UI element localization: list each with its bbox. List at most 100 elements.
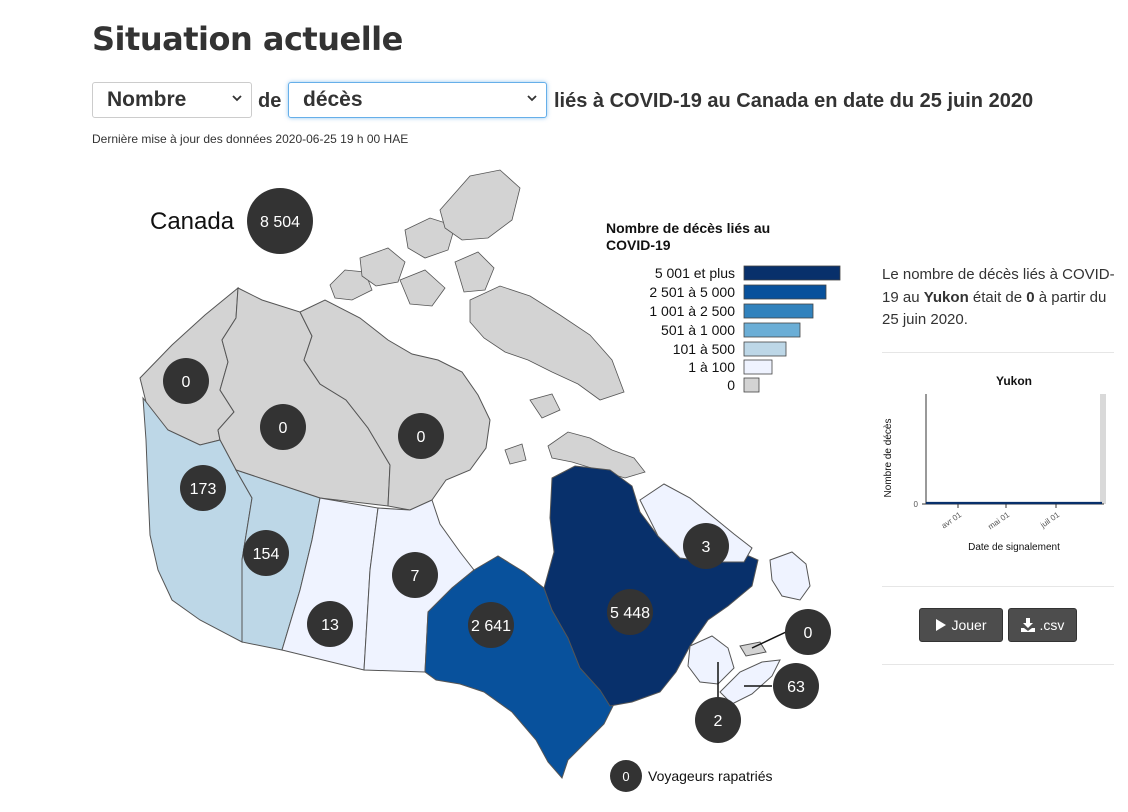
summary-text-after: à partir du 25 juin 2020. <box>882 288 1107 329</box>
bubble-ab[interactable]: 154 <box>243 530 289 576</box>
bubble-value: 13 <box>321 617 339 634</box>
play-icon <box>936 619 947 631</box>
legend-swatch <box>743 322 801 338</box>
download-icon <box>1020 618 1035 632</box>
bubble-nl[interactable]: 3 <box>683 523 729 569</box>
province-shapes <box>139 286 811 779</box>
divider <box>882 586 1114 587</box>
legend-title-line-1: Nombre de décès liés au <box>606 220 770 236</box>
measure-select-value: Nombre <box>107 88 187 111</box>
province-shape-on[interactable] <box>424 555 615 779</box>
bubble-value: 0 <box>417 429 426 446</box>
bubble-nt[interactable]: 0 <box>260 404 306 450</box>
legend-label: 1 001 à 2 500 <box>649 303 735 319</box>
bubble-value: 2 641 <box>471 618 511 635</box>
canada-total-value: 8 504 <box>260 214 300 231</box>
legend-label: 501 à 1 000 <box>661 322 735 338</box>
legend-item: 501 à 1 000 <box>661 322 801 338</box>
bubble-mb[interactable]: 7 <box>392 552 438 598</box>
legend-swatch <box>743 341 787 357</box>
canada-total-bubble[interactable]: 8 504 <box>247 188 313 254</box>
page-subtitle: liés à COVID-19 au Canada en date du 25 … <box>554 90 1034 112</box>
page-title: Situation actuelle <box>92 20 403 58</box>
chart-xlabel: Date de signalement <box>968 542 1060 553</box>
last-updated: Dernière mise à jour des données 2020-06… <box>92 132 409 146</box>
province-shape-pe[interactable] <box>739 641 767 657</box>
bubble-pe[interactable]: 0 <box>785 609 831 655</box>
legend-label: 1 à 100 <box>688 359 735 375</box>
legend-item: 0 <box>727 377 760 393</box>
legend-swatch <box>743 284 827 300</box>
bubble-value: 2 <box>714 713 723 730</box>
arctic-islands <box>329 169 646 479</box>
download-csv-button[interactable]: .csv <box>1008 608 1077 642</box>
chart-x-tick-label: juil 01 <box>1038 510 1062 530</box>
legend-swatch <box>743 303 814 319</box>
bubble-value: 3 <box>702 539 711 556</box>
legend-label: 2 501 à 5 000 <box>649 284 735 300</box>
bubble-value: 0 <box>279 420 288 437</box>
legend: Nombre de décès liés au COVID-19 5 001 e… <box>606 220 841 393</box>
legend-title-line-2: COVID-19 <box>606 237 671 253</box>
province-shape-qc[interactable] <box>543 465 759 707</box>
bubble-value: 173 <box>190 481 217 498</box>
chart-ylabel: Nombre de décès <box>883 419 894 498</box>
metric-select-value: décès <box>303 88 363 111</box>
legend-item: 1 001 à 2 500 <box>649 303 814 319</box>
chevron-down-icon <box>527 95 537 102</box>
canada-label: Canada <box>150 208 235 235</box>
bubble-value: 0 <box>804 625 813 642</box>
legend-swatch <box>743 359 773 375</box>
region-trend-chart: Yukon Nombre de décès 0 avr 01 mai 01 ju… <box>883 374 1106 553</box>
leader-lines <box>717 631 787 698</box>
bubble-yt[interactable]: 0 <box>163 358 209 404</box>
legend-item: 1 à 100 <box>688 359 773 375</box>
legend-swatch <box>743 377 760 393</box>
bubble-nu[interactable]: 0 <box>398 413 444 459</box>
joiner-text: de <box>258 90 282 112</box>
repatriated-label: Voyageurs rapatriés <box>648 768 773 784</box>
summary-text-middle: était de <box>968 288 1027 306</box>
bubble-value: 5 448 <box>610 605 650 622</box>
bubble-value: 154 <box>253 546 280 563</box>
measure-select[interactable]: Nombre <box>92 82 252 118</box>
chart-x-tick-label: mai 01 <box>986 510 1011 531</box>
province-shape-nb[interactable] <box>687 635 735 685</box>
province-shape-ns[interactable] <box>719 659 781 705</box>
summary-text-before: Le nombre de décès liés à COVID-19 au <box>882 266 1115 306</box>
bubble-value: 7 <box>411 568 420 585</box>
divider <box>882 352 1114 353</box>
legend-item: 5 001 et plus <box>655 265 841 281</box>
province-shape-nu[interactable] <box>299 299 491 511</box>
bubble-ns[interactable]: 63 <box>773 663 819 709</box>
bubble-repatriated[interactable]: 0 <box>610 760 642 792</box>
bubble-value: 0 <box>622 769 629 784</box>
chart-highlight-bar <box>1100 394 1106 504</box>
legend-label: 0 <box>727 377 735 393</box>
legend-item: 101 à 500 <box>673 341 787 357</box>
canada-map: Canada 8 504 0 0 0 173 154 13 7 2 641 5 … <box>139 169 841 792</box>
summary-value: 0 <box>1026 288 1035 306</box>
summary-text: Le nombre de décès liés à COVID-19 au Yu… <box>882 264 1122 332</box>
divider <box>882 664 1114 665</box>
legend-swatch <box>743 265 841 281</box>
legend-item: 2 501 à 5 000 <box>649 284 827 300</box>
province-shape-newfoundland[interactable] <box>769 551 811 601</box>
bubble-sk[interactable]: 13 <box>307 601 353 647</box>
chart-title: Yukon <box>996 374 1032 388</box>
bubble-value: 0 <box>182 374 191 391</box>
bubble-value: 63 <box>787 679 805 696</box>
bubble-bc[interactable]: 173 <box>180 465 226 511</box>
summary-region: Yukon <box>923 288 969 306</box>
chevron-down-icon <box>232 95 242 102</box>
chart-x-tick-label: avr 01 <box>940 510 964 530</box>
bubble-qc[interactable]: 5 448 <box>607 589 653 635</box>
bubble-on[interactable]: 2 641 <box>468 602 514 648</box>
legend-label: 5 001 et plus <box>655 265 735 281</box>
metric-select[interactable]: décès <box>288 82 547 118</box>
download-csv-label: .csv <box>1039 617 1065 633</box>
bubble-nb[interactable]: 2 <box>695 697 741 743</box>
chart-y-tick-label: 0 <box>914 500 919 509</box>
play-button-label: Jouer <box>951 617 987 633</box>
play-button[interactable]: Jouer <box>919 608 1003 642</box>
